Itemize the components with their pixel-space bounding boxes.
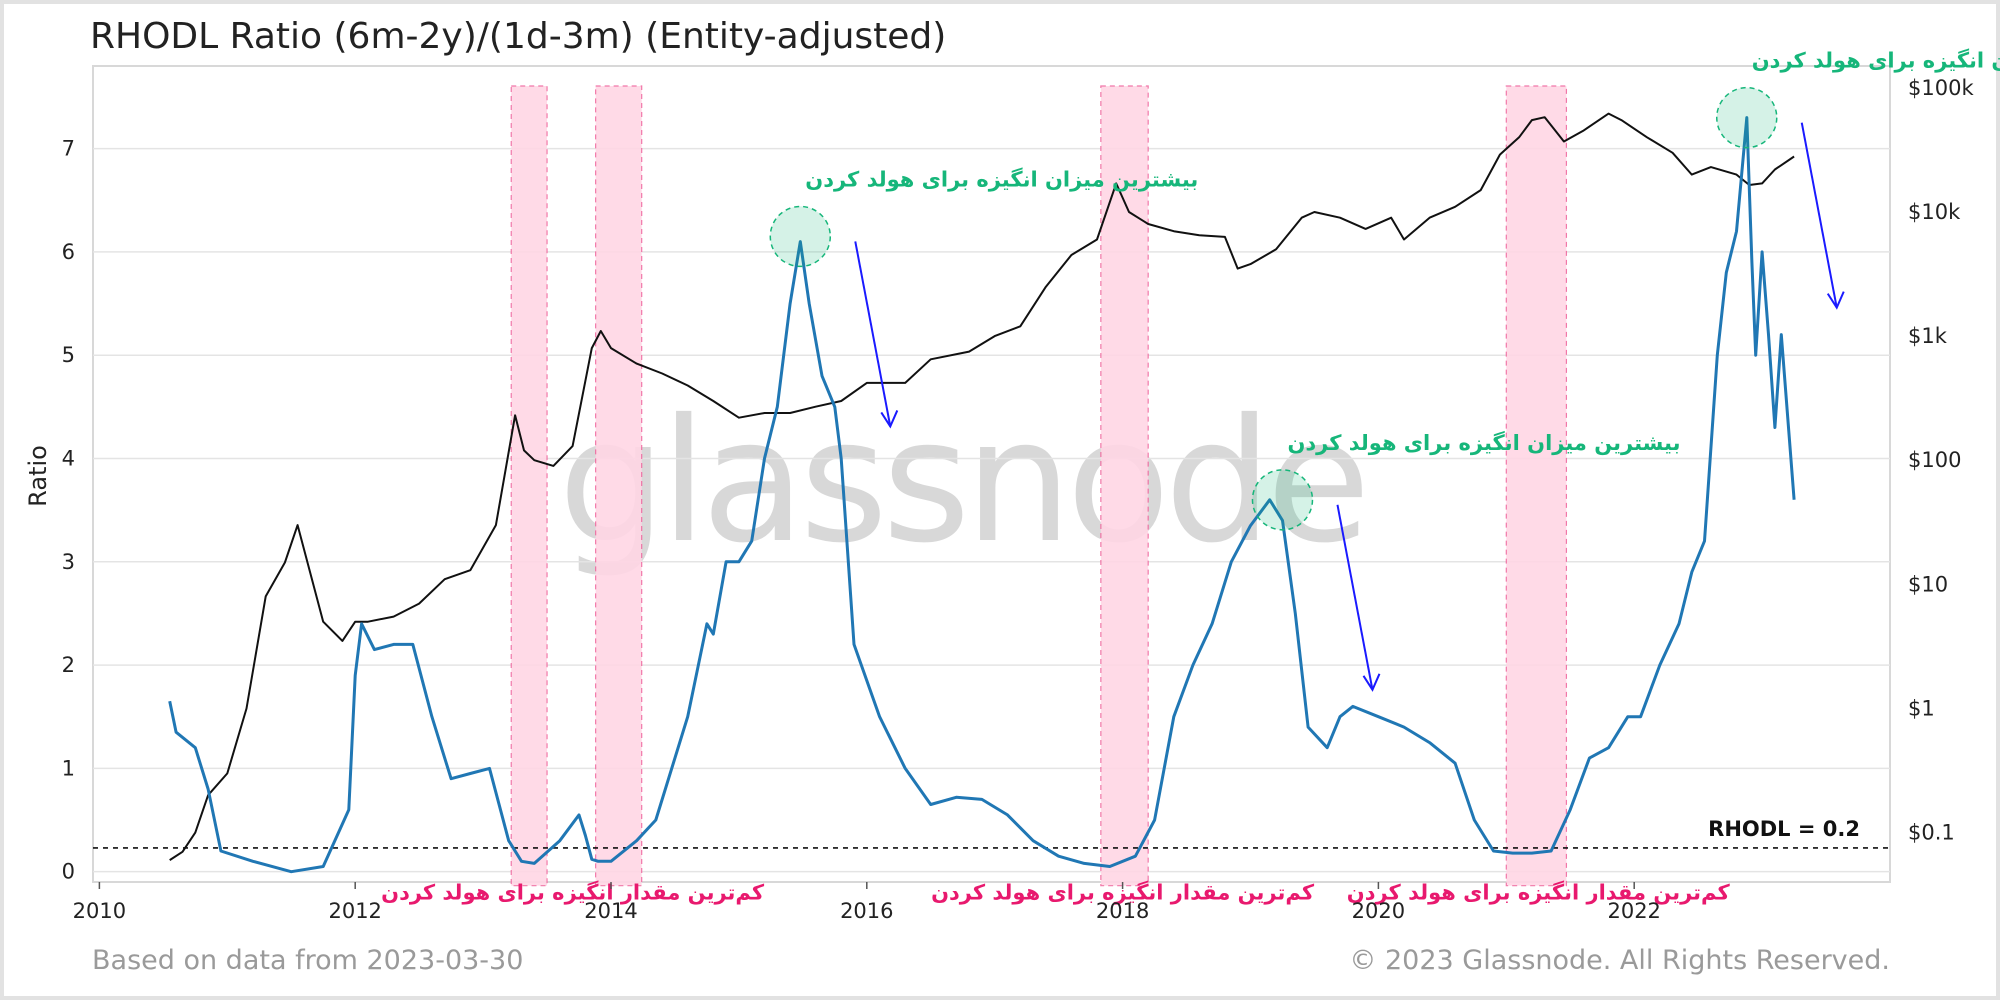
data-source-note: Based on data from 2023-03-30 — [92, 945, 524, 976]
downtrend-arrowhead — [1362, 673, 1381, 692]
high-incentive-label: بیشترین میزان انگیزه برای هولد کردن — [1752, 48, 2000, 73]
y-tick-label: 2 — [62, 653, 75, 677]
low-incentive-band — [595, 85, 643, 887]
downtrend-arrowhead — [880, 410, 899, 429]
x-tick-label: 2020 — [1352, 899, 1405, 923]
y-tick-label: 5 — [62, 343, 75, 367]
y2-tick-label: $1k — [1908, 324, 1948, 348]
low-incentive-label: کم‌ترین مقدار انگیزه برای هولد کردن — [1347, 880, 1731, 905]
rhodl-ratio-line — [168, 116, 1796, 874]
high-incentive-label: بیشترین میزان انگیزه برای هولد کردن — [1287, 430, 1680, 455]
y2-tick-label: $10k — [1908, 200, 1961, 224]
y-tick-label: 1 — [62, 756, 75, 780]
reference-line-label: RHODL = 0.2 — [1708, 817, 1860, 841]
y2-tick-label: $0.1 — [1908, 821, 1955, 845]
downtrend-arrow — [1800, 122, 1838, 308]
x-tick-label: 2014 — [584, 899, 637, 923]
peak-highlight-circle — [1251, 469, 1314, 531]
high-incentive-label: بیشترین میزان انگیزه برای هولد کردن — [805, 166, 1198, 191]
y2-tick-label: $100 — [1908, 448, 1961, 472]
y-tick-label: 3 — [62, 550, 75, 574]
x-tick-label: 2016 — [840, 899, 893, 923]
x-tick-label: 2012 — [328, 899, 381, 923]
copyright-note: © 2023 Glassnode. All Rights Reserved. — [1349, 945, 1890, 976]
low-incentive-band — [510, 85, 548, 887]
plot-area — [92, 65, 1891, 883]
y-tick-label: 0 — [62, 860, 75, 884]
y2-tick-label: $1 — [1908, 696, 1935, 720]
low-incentive-band — [1505, 85, 1568, 887]
downtrend-arrow — [1336, 504, 1374, 691]
chart-title: RHODL Ratio (6m-2y)/(1d-3m) (Entity-adju… — [90, 16, 947, 57]
watermark: glassnode — [558, 383, 1365, 581]
y-tick-label: 4 — [62, 447, 75, 471]
x-tick-label: 2010 — [73, 899, 126, 923]
downtrend-arrowhead — [1826, 291, 1845, 310]
x-tick-label: 2018 — [1096, 899, 1149, 923]
btc-price-line — [169, 112, 1795, 861]
peak-highlight-circle — [769, 205, 832, 268]
y-tick-label: 6 — [62, 240, 75, 264]
y-tick-label: 7 — [62, 137, 75, 161]
downtrend-arrow — [854, 241, 892, 427]
peak-highlight-circle — [1716, 86, 1778, 149]
low-incentive-label: کم‌ترین مقدار انگیزه برای هولد کردن — [381, 880, 765, 905]
y2-tick-label: $10 — [1908, 572, 1948, 596]
x-tick-label: 2022 — [1607, 899, 1660, 923]
y-axis-label: Ratio — [24, 445, 52, 507]
y2-tick-label: $100k — [1908, 76, 1974, 100]
